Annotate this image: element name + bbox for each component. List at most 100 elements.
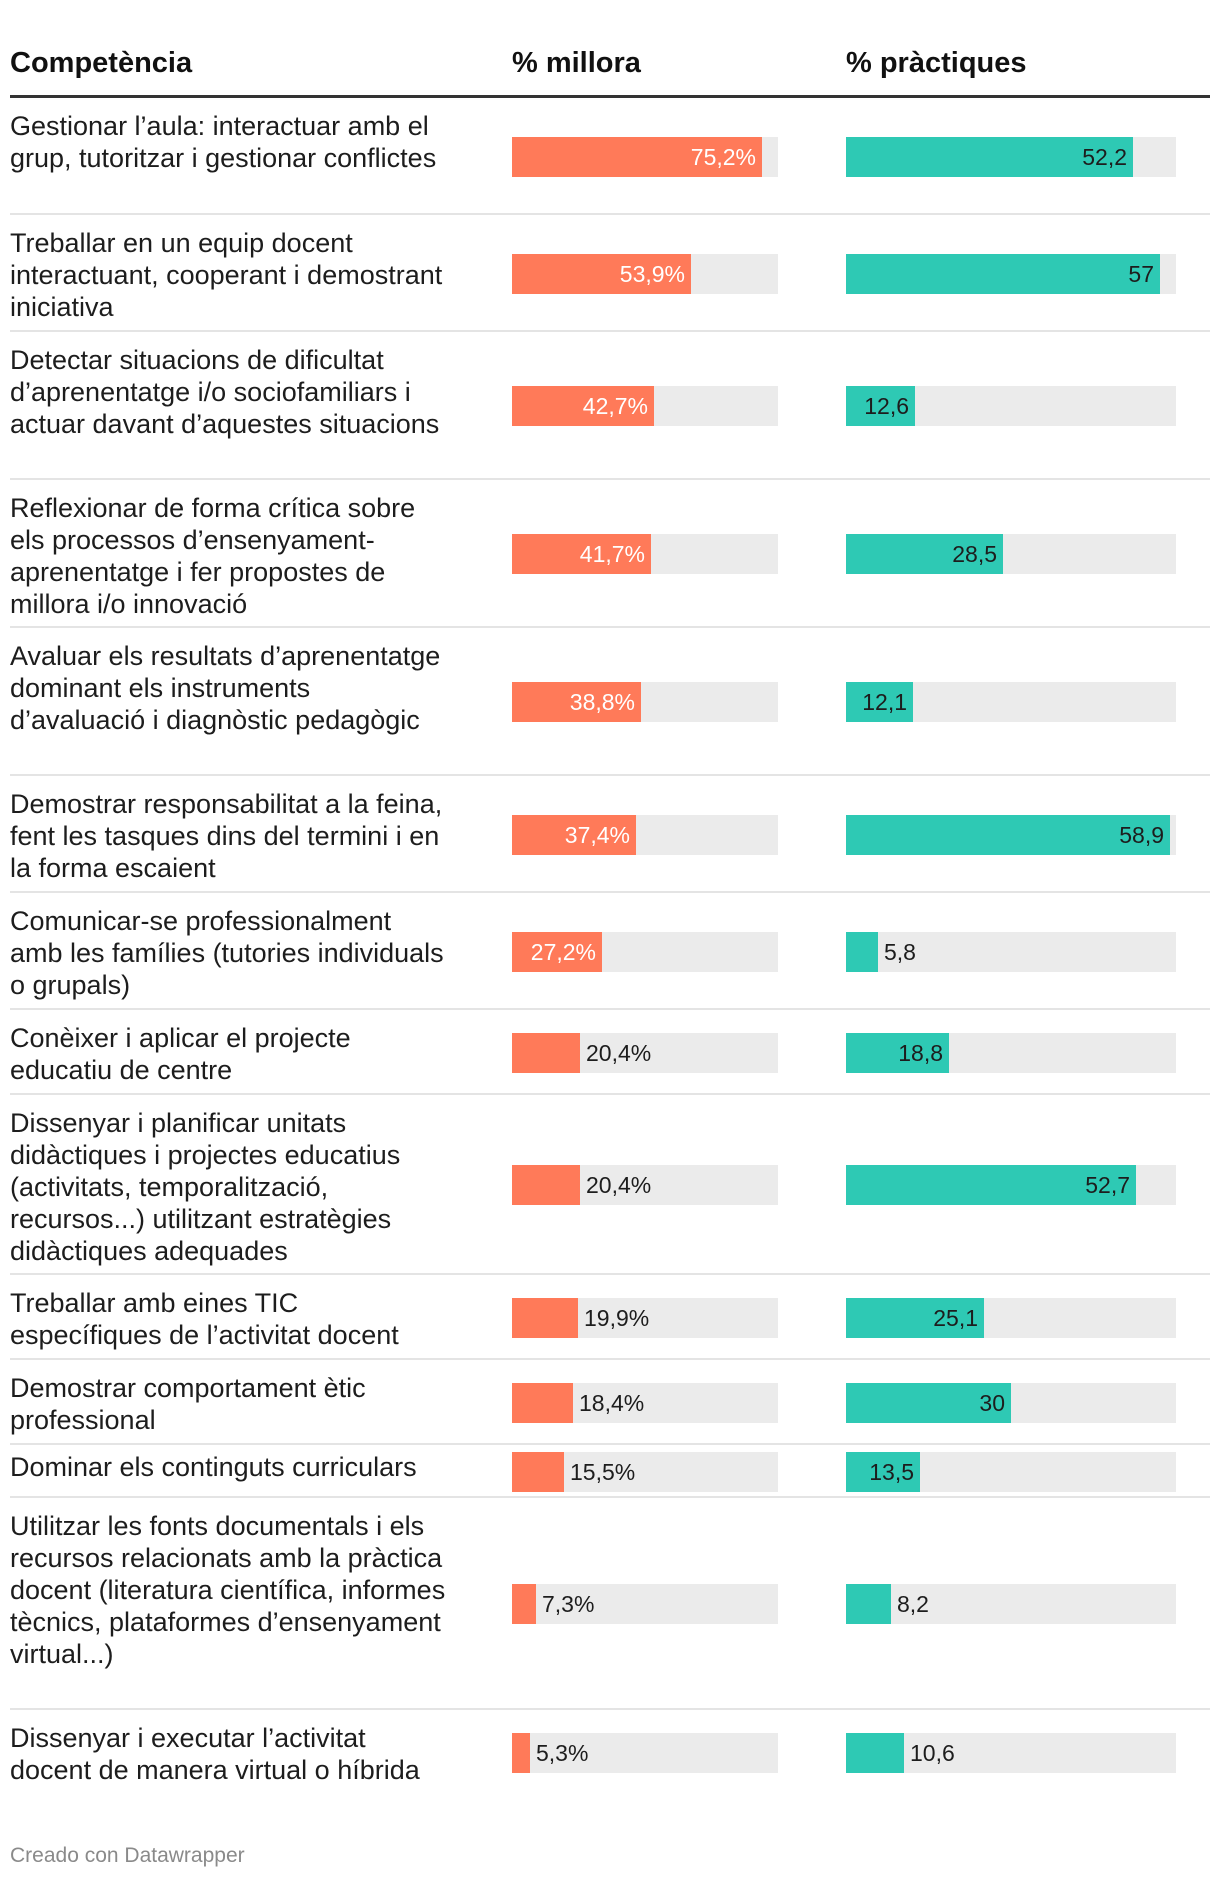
millora-bar — [512, 1298, 578, 1338]
competencia-label: Treballar amb eines TIC específiques de … — [10, 1288, 399, 1350]
practiques-bar-track: 52,7 — [846, 1165, 1176, 1205]
table-row: Demostrar comportament ètic professional… — [10, 1360, 1210, 1445]
millora-bar — [512, 1165, 580, 1205]
practiques-bar-track: 12,6 — [846, 386, 1176, 426]
competencia-label: Utilitzar les fonts documentals i els re… — [10, 1511, 446, 1669]
millora-bar — [512, 1584, 536, 1624]
table-row: Dissenyar i planificar unitats didàctiqu… — [10, 1095, 1210, 1275]
competencia-label: Detectar situacions de dificultat d’apre… — [10, 345, 440, 439]
millora-value-label: 27,2% — [530, 939, 596, 965]
column-header-competencia[interactable]: Competència — [10, 47, 193, 79]
competencia-label: Comunicar-se professionalment amb les fa… — [10, 906, 444, 1000]
data-table: Competència % millora % pràctiques Gesti… — [10, 0, 1210, 1795]
practiques-bar-track: 28,5 — [846, 534, 1176, 574]
table-row: Demostrar responsabilitat a la feina, fe… — [10, 776, 1210, 893]
millora-value-label: 18,4% — [579, 1390, 645, 1416]
competencia-label: Demostrar comportament ètic professional — [10, 1373, 366, 1435]
millora-bar — [512, 1733, 530, 1773]
competencia-label: Dissenyar i planificar unitats didàctiqu… — [10, 1108, 401, 1266]
practiques-bar-track: 8,2 — [846, 1584, 1176, 1624]
practiques-value-label: 5,8 — [884, 939, 916, 965]
practiques-bar — [846, 137, 1133, 177]
table-row: Conèixer i aplicar el projecte educatiu … — [10, 1010, 1210, 1095]
millora-value-label: 19,9% — [584, 1305, 650, 1331]
millora-bar — [512, 932, 602, 972]
table-body: Gestionar l’aula: interactuar amb el gru… — [10, 98, 1210, 1795]
millora-bar — [512, 815, 636, 855]
millora-bar — [512, 386, 654, 426]
table-row: Utilitzar les fonts documentals i els re… — [10, 1498, 1210, 1710]
practiques-bar-track: 13,5 — [846, 1452, 1176, 1492]
practiques-bar — [846, 815, 1170, 855]
practiques-value-label: 12,1 — [862, 689, 907, 715]
practiques-bar — [846, 534, 1003, 574]
practiques-value-label: 57 — [1128, 261, 1154, 287]
millora-value-label: 5,3% — [536, 1740, 589, 1766]
footer-credit: Creado con Datawrapper — [10, 1844, 245, 1867]
practiques-bar — [846, 386, 915, 426]
practiques-bar-track: 57 — [846, 254, 1176, 294]
practiques-bar-track: 52,2 — [846, 137, 1176, 177]
practiques-value-label: 30 — [979, 1390, 1005, 1416]
millora-bar-track: 42,7% — [512, 386, 778, 426]
millora-bar — [512, 534, 651, 574]
practiques-value-label: 13,5 — [869, 1459, 914, 1485]
millora-bar — [512, 1452, 564, 1492]
practiques-bar — [846, 1452, 920, 1492]
millora-bar-track: 18,4% — [512, 1383, 778, 1423]
practiques-bar-track: 5,8 — [846, 932, 1176, 972]
millora-bar-track: 41,7% — [512, 534, 778, 574]
practiques-bar-track: 58,9 — [846, 815, 1176, 855]
practiques-bar-track: 18,8 — [846, 1033, 1176, 1073]
practiques-value-label: 52,2 — [1082, 144, 1127, 170]
practiques-bar — [846, 1584, 891, 1624]
table-row: Dominar els continguts curriculars 15,5% 1… — [10, 1445, 1210, 1498]
millora-bar — [512, 1383, 573, 1423]
competencia-label: Gestionar l’aula: interactuar amb el gru… — [10, 111, 437, 173]
millora-value-label: 38,8% — [569, 689, 635, 715]
competencia-label: Treballar en un equip docent interactuan… — [10, 228, 443, 322]
practiques-value-label: 52,7 — [1085, 1172, 1130, 1198]
practiques-value-label: 28,5 — [952, 541, 997, 567]
millora-bar-track: 27,2% — [512, 932, 778, 972]
practiques-bar-track: 25,1 — [846, 1298, 1176, 1338]
practiques-value-label: 8,2 — [897, 1591, 929, 1617]
table-row: Comunicar-se professionalment amb les fa… — [10, 893, 1210, 1010]
competencia-label: Dominar els continguts curriculars — [10, 1452, 417, 1482]
competencia-label: Dissenyar i executar l’activitat docent … — [10, 1723, 420, 1785]
competencia-label: Conèixer i aplicar el projecte educatiu … — [10, 1023, 351, 1085]
table-header: Competència % millora % pràctiques — [10, 0, 1210, 98]
competencia-label: Avaluar els resultats d’aprenentatge dom… — [10, 641, 441, 735]
millora-bar-track: 53,9% — [512, 254, 778, 294]
millora-bar — [512, 254, 691, 294]
millora-bar-track: 75,2% — [512, 137, 778, 177]
millora-bar-track: 37,4% — [512, 815, 778, 855]
competencia-label: Reflexionar de forma crítica sobre els p… — [10, 493, 416, 619]
practiques-bar — [846, 1733, 904, 1773]
millora-bar-track: 7,3% — [512, 1584, 778, 1624]
practiques-bar — [846, 254, 1160, 294]
millora-value-label: 42,7% — [582, 393, 648, 419]
practiques-value-label: 58,9 — [1119, 822, 1164, 848]
millora-bar — [512, 682, 641, 722]
millora-bar — [512, 1033, 580, 1073]
practiques-bar — [846, 932, 878, 972]
table-row: Treballar amb eines TIC específiques de … — [10, 1275, 1210, 1360]
millora-bar-track: 38,8% — [512, 682, 778, 722]
table-row: Gestionar l’aula: interactuar amb el gru… — [10, 98, 1210, 215]
column-header-millora[interactable]: % millora — [512, 47, 641, 79]
millora-value-label: 37,4% — [564, 822, 630, 848]
table-row: Reflexionar de forma crítica sobre els p… — [10, 480, 1210, 628]
practiques-bar — [846, 1298, 984, 1338]
millora-value-label: 75,2% — [690, 144, 756, 170]
practiques-bar — [846, 682, 913, 722]
practiques-bar-track: 12,1 — [846, 682, 1176, 722]
practiques-bar-track: 10,6 — [846, 1733, 1176, 1773]
millora-bar-track: 15,5% — [512, 1452, 778, 1492]
practiques-value-label: 12,6 — [864, 393, 909, 419]
table-row: Avaluar els resultats d’aprenentatge dom… — [10, 628, 1210, 776]
practiques-bar — [846, 1165, 1136, 1205]
practiques-value-label: 18,8 — [898, 1040, 943, 1066]
column-header-practiques[interactable]: % pràctiques — [846, 47, 1027, 79]
practiques-value-label: 25,1 — [933, 1305, 978, 1331]
